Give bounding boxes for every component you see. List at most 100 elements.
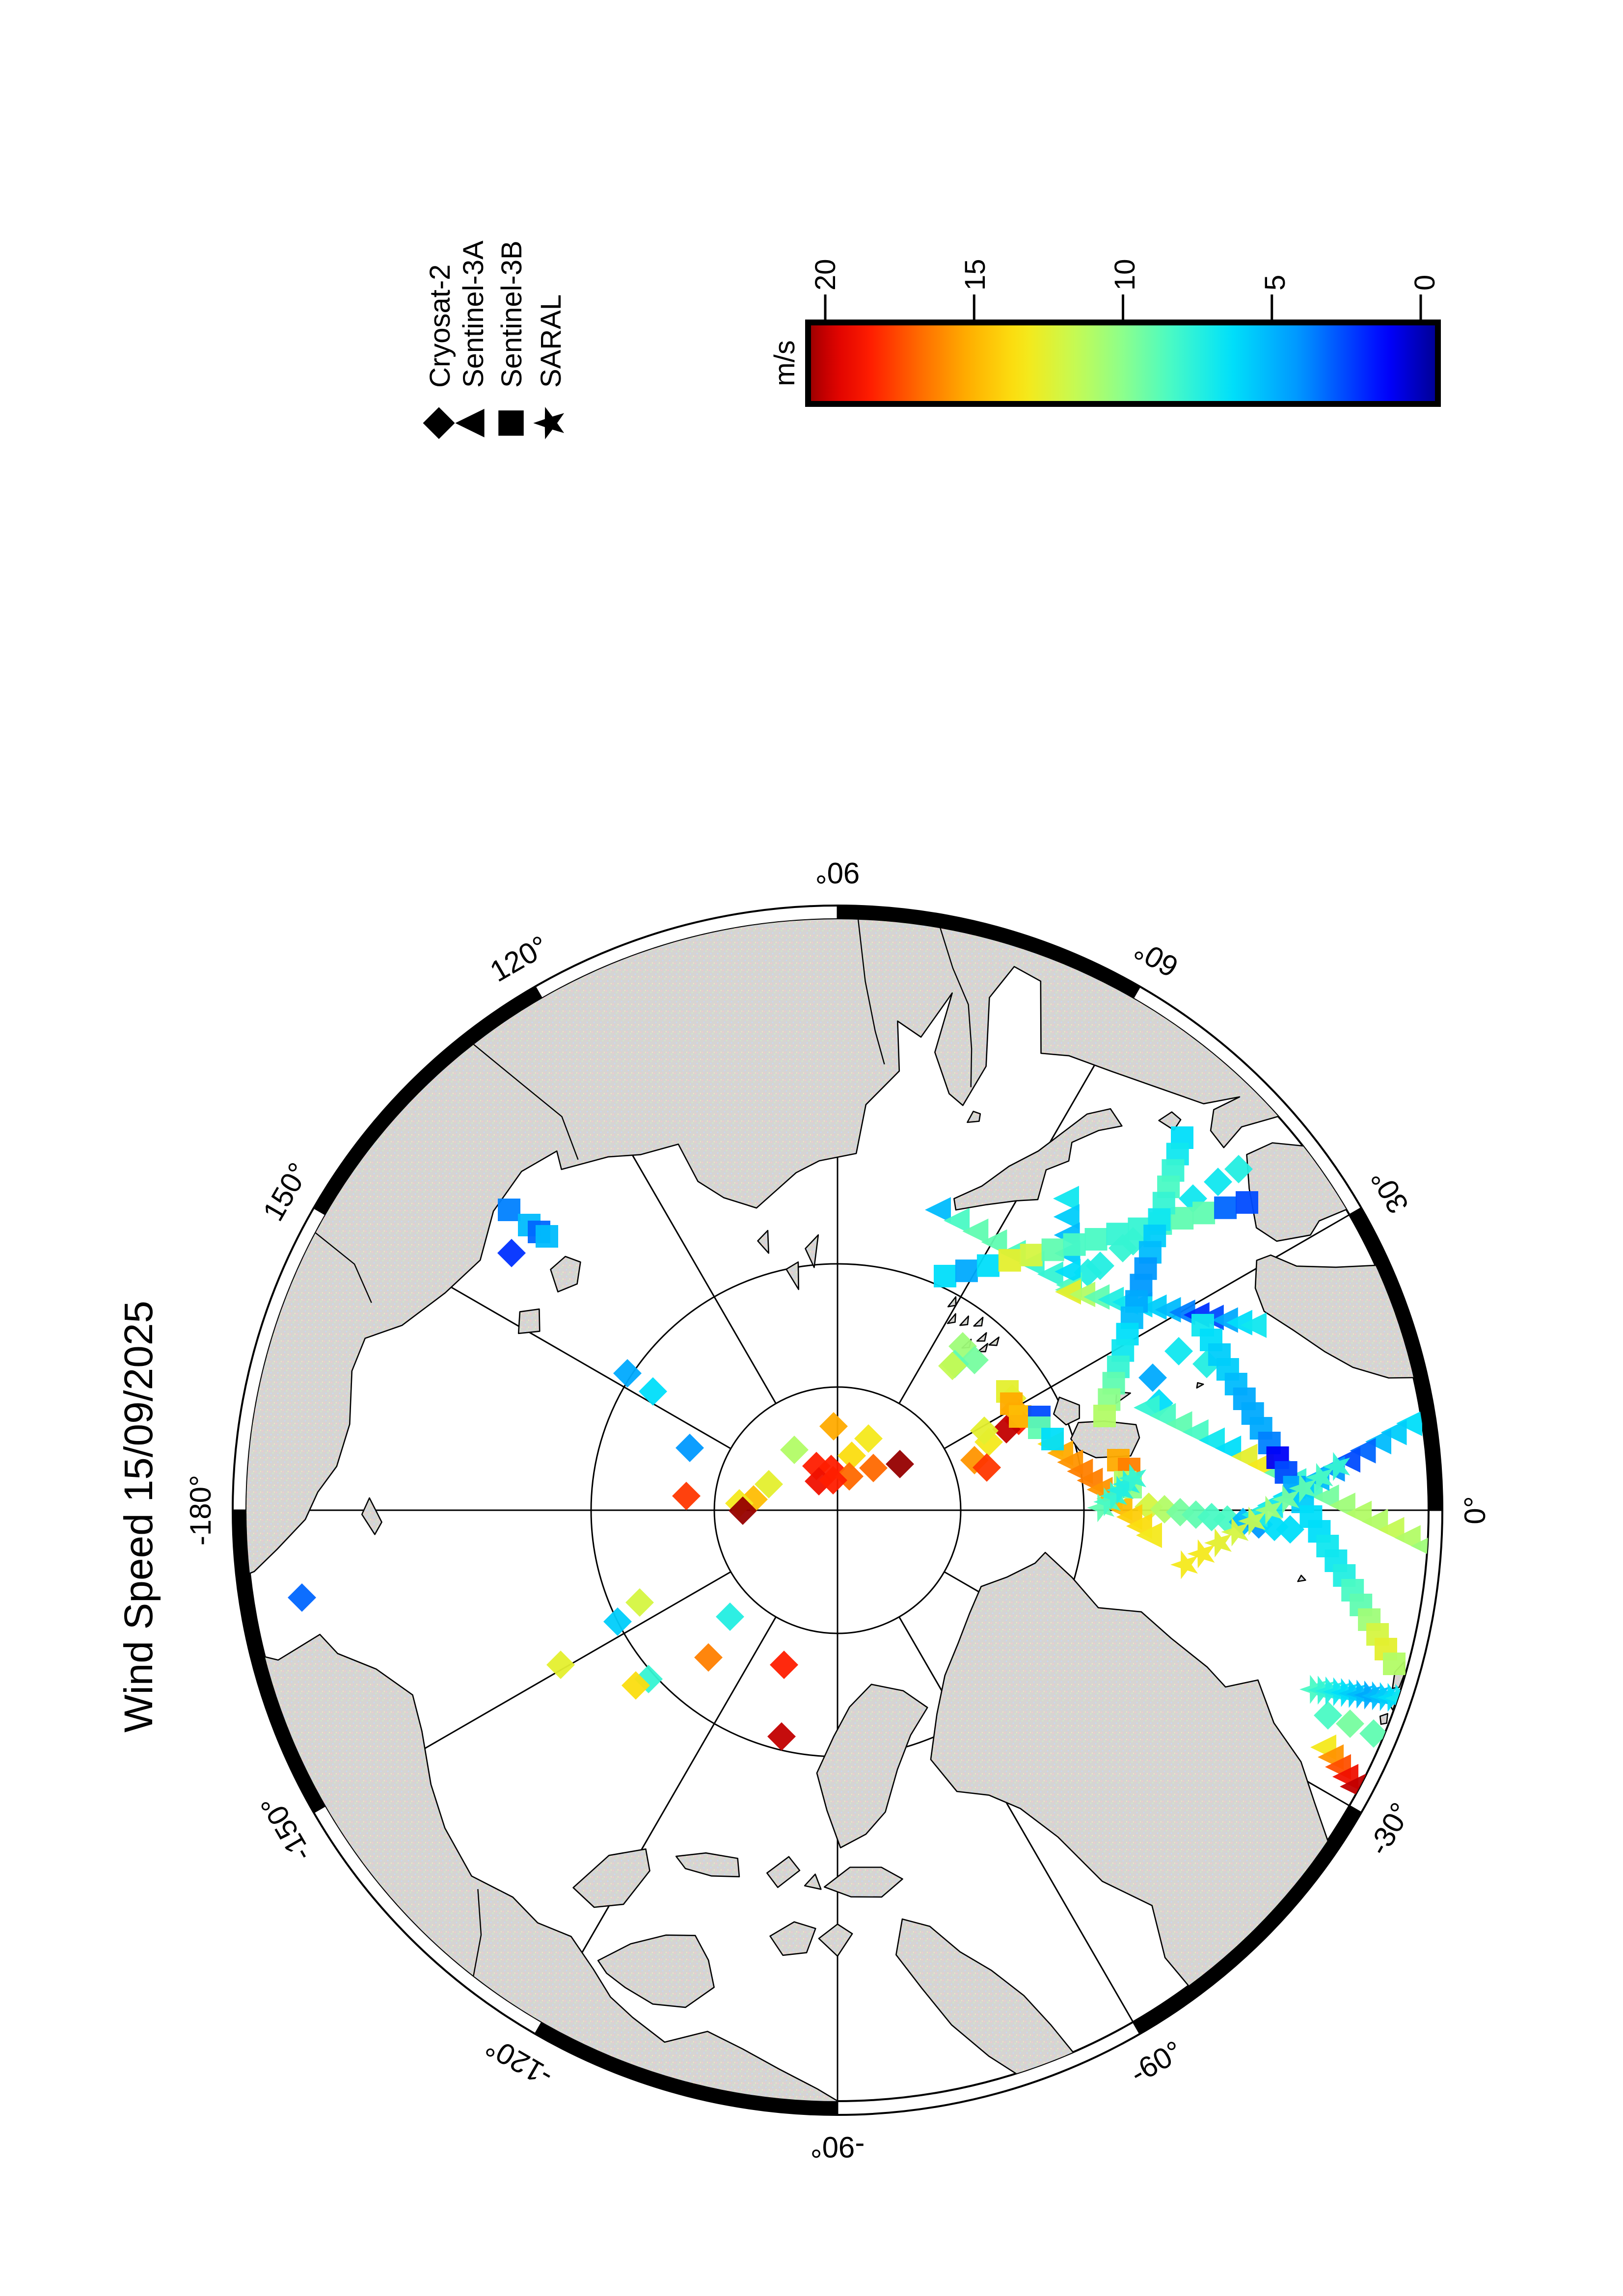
land-kolguyev [1158, 1111, 1182, 1131]
square-marker [1009, 1405, 1031, 1428]
land-melville [675, 1852, 740, 1877]
triangle-marker [1212, 1307, 1238, 1333]
square-marker [955, 1259, 978, 1282]
land-fjl7 [977, 1343, 988, 1353]
diamond-marker [1224, 1155, 1253, 1183]
land-sevzem1 [805, 1234, 819, 1268]
triangle-marker [1329, 1493, 1355, 1519]
diamond-marker [546, 1651, 575, 1679]
land-nsi2 [517, 1308, 541, 1335]
diamond-marker [729, 1496, 757, 1525]
legend-symbol-square [498, 410, 524, 436]
land-novaya_zemlya [953, 1108, 1123, 1211]
land-jan_mayen [1297, 1575, 1306, 1582]
triangle-marker [981, 1229, 1007, 1255]
triangle-marker [1411, 1533, 1429, 1559]
triangle-marker [1350, 1438, 1376, 1464]
diamond-marker [1314, 1701, 1342, 1730]
square-marker [1106, 1223, 1129, 1246]
diamond-marker [639, 1377, 667, 1406]
ring-black-arc [233, 1510, 326, 1813]
star-marker [1093, 1487, 1121, 1517]
ring-divider [1349, 1805, 1362, 1814]
triangle-marker [1098, 1286, 1124, 1312]
lon-label-60: 60° [1129, 933, 1184, 984]
legend-label-sentinel3b: Sentinel-3B [496, 240, 528, 388]
diamond-marker [1204, 1168, 1232, 1196]
square-marker [1236, 1191, 1258, 1214]
triangle-marker [1215, 1435, 1242, 1461]
ring-divider [1132, 2021, 1141, 2034]
star-marker [1221, 1517, 1249, 1547]
diamond-marker [676, 1434, 704, 1462]
triangle-marker [1231, 1443, 1258, 1469]
land-fjl2 [976, 1332, 987, 1342]
legend-symbol-triangle [455, 408, 485, 438]
diamond-marker [1164, 1337, 1193, 1365]
star-marker [1087, 1493, 1115, 1522]
river-2 [473, 1043, 579, 1160]
square-marker [934, 1265, 956, 1287]
triangle-marker [962, 1218, 989, 1244]
land-fjl1 [988, 1336, 1000, 1346]
land-bear_island [1196, 1382, 1204, 1389]
ring-black-arc [314, 987, 542, 1215]
land-fjl3 [973, 1316, 984, 1327]
lon-label-120: 120° [485, 929, 554, 988]
square-marker [1383, 1653, 1406, 1675]
land-siberia [246, 919, 1429, 1603]
diamond-marker [672, 1482, 701, 1510]
ring-black-arc [1349, 1208, 1442, 1510]
legend-label-saral: SARAL [535, 294, 567, 388]
triangle-marker [1346, 1500, 1372, 1526]
land-iceland_tip3 [1379, 1713, 1388, 1725]
river-4 [473, 1889, 482, 1976]
land-victoria [597, 1934, 715, 2008]
legend-label-cryosat2: Cryosat-2 [424, 265, 456, 388]
land-ellesmere [816, 1683, 928, 1848]
diamond-marker [1336, 1709, 1364, 1738]
star-marker [1100, 1481, 1128, 1511]
colorbar-tick-5: 5 [1259, 275, 1291, 291]
legend-label-sentinel3a: Sentinel-3A [458, 240, 489, 388]
star-marker [1112, 1469, 1140, 1499]
star-marker [1271, 1485, 1299, 1514]
diamond-marker [625, 1588, 654, 1617]
triangle-marker [1083, 1284, 1110, 1310]
ring-black-arc [535, 2022, 838, 2115]
triangle-marker [1226, 1309, 1252, 1335]
land-princeofwales [769, 1921, 816, 1956]
lon-label-150: 150° [256, 1157, 315, 1227]
square-marker [1041, 1238, 1064, 1261]
land-sevzem2 [785, 1261, 799, 1290]
triangle-marker [1365, 1429, 1391, 1455]
river-0 [940, 928, 973, 1088]
triangle-marker [925, 1197, 951, 1223]
land-nsi1 [550, 1255, 581, 1293]
square-marker [1084, 1228, 1108, 1251]
triangle-marker [1241, 1312, 1267, 1338]
diamond-marker [613, 1359, 642, 1388]
diamond-marker [497, 1239, 526, 1267]
star-marker [1204, 1528, 1232, 1558]
diamond-marker [288, 1583, 316, 1612]
star-marker [1289, 1473, 1317, 1503]
square-marker [498, 1199, 520, 1221]
diamond-marker [1276, 1515, 1304, 1544]
star-marker [1255, 1495, 1283, 1525]
meridian--60 [898, 1616, 1134, 2023]
land-spitsbergen [1070, 1420, 1140, 1459]
diamond-marker [780, 1436, 809, 1464]
diamond-marker [694, 1643, 723, 1672]
star-marker [1187, 1539, 1215, 1569]
ring-divider [313, 1805, 326, 1814]
lon-label--60: -60° [1125, 2034, 1188, 2090]
diamond-marker [838, 1442, 866, 1470]
satellite-sentinel-3b [498, 1126, 1406, 1675]
land-devon [823, 1867, 903, 1898]
square-marker [1041, 1428, 1064, 1450]
land-banks [572, 1848, 650, 1908]
diamond-marker [1359, 1719, 1388, 1748]
